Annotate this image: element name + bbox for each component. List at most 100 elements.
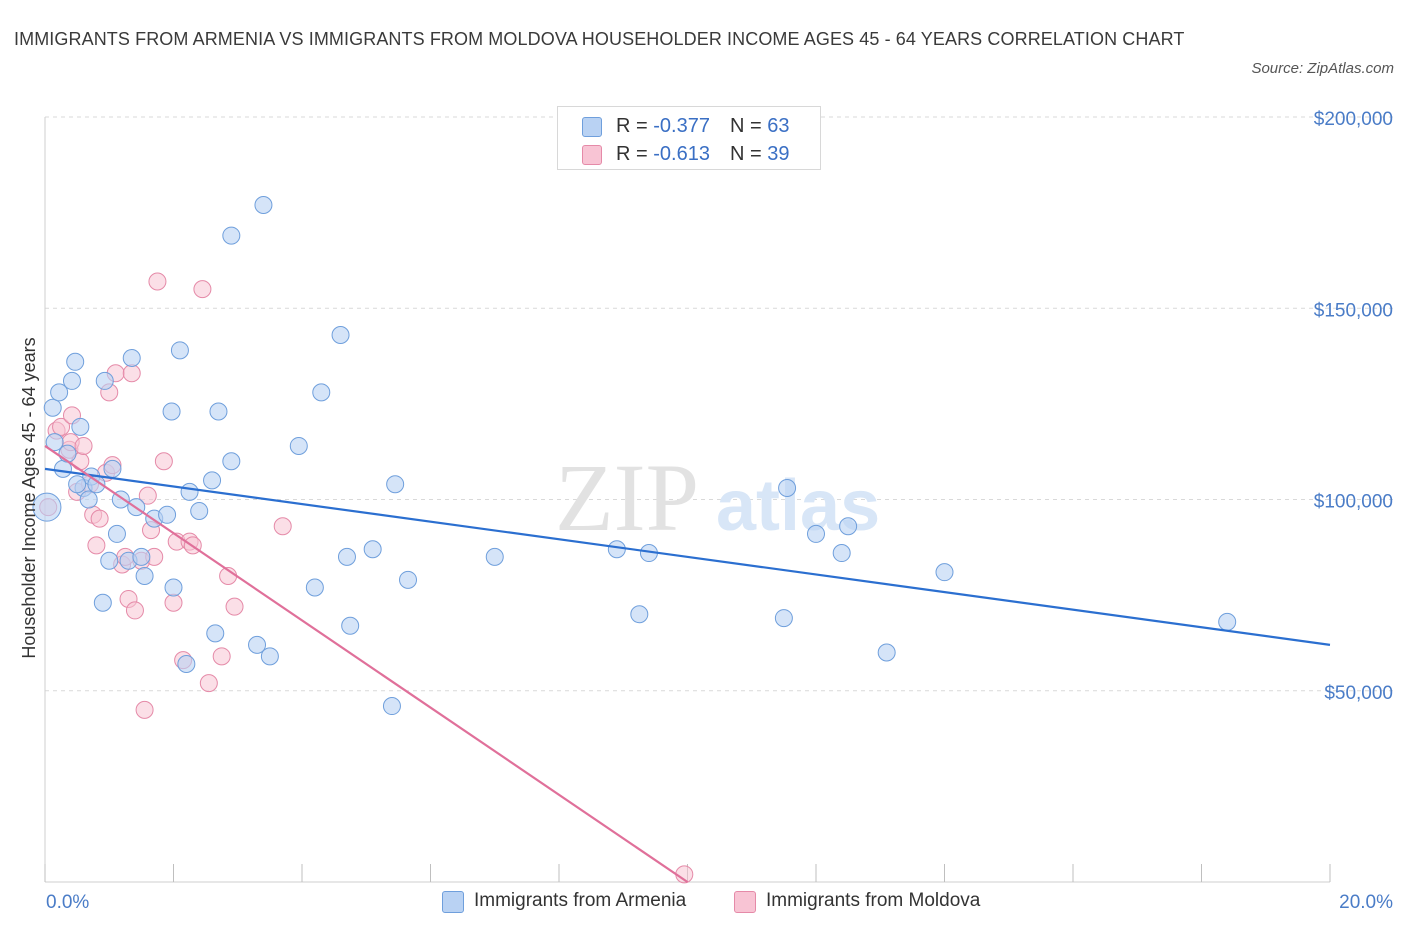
- armenia-point: [170, 341, 189, 360]
- x-tick-label-max: 20.0%: [1339, 892, 1393, 913]
- moldova-point: [225, 597, 244, 616]
- armenia-point: [305, 578, 324, 597]
- armenia-point: [103, 459, 122, 478]
- moldova-point: [193, 280, 212, 299]
- moldova-point: [90, 509, 109, 528]
- armenia-point: [630, 605, 649, 624]
- armenia-point: [58, 444, 77, 463]
- moldova-swatch: [582, 145, 602, 165]
- x-tick-label-min: 0.0%: [46, 892, 89, 913]
- moldova-point: [74, 436, 93, 455]
- legend-armenia-stats: R = -0.377 N = 63: [616, 115, 789, 138]
- moldova-point: [212, 647, 231, 666]
- y-tick-label: $50,000: [1324, 683, 1393, 704]
- armenia-point: [399, 570, 418, 589]
- moldova-n-label: N =: [729, 143, 768, 165]
- armenia-point: [222, 226, 241, 245]
- armenia-point: [122, 348, 141, 367]
- armenia-point: [607, 540, 626, 559]
- legend-moldova-stats: R = -0.613 N = 39: [616, 143, 789, 166]
- armenia-point: [43, 398, 62, 417]
- y-tick-labels: $50,000 $100,000 $150,000 $200,000: [1314, 109, 1393, 704]
- moldova-point: [154, 452, 173, 471]
- armenia-point: [203, 471, 222, 490]
- moldova-point: [122, 364, 141, 383]
- armenia-point: [32, 492, 62, 522]
- moldova-r-label: R =: [616, 143, 654, 165]
- armenia-point: [222, 452, 241, 471]
- armenia-point: [71, 417, 90, 436]
- moldova-n-value: 39: [767, 143, 790, 165]
- moldova-point: [135, 700, 154, 719]
- armenia-points: [32, 195, 1237, 716]
- armenia-point: [190, 501, 209, 520]
- moldova-point: [138, 486, 157, 505]
- armenia-point: [1218, 612, 1237, 631]
- armenia-point: [386, 475, 405, 494]
- moldova-point: [273, 517, 292, 536]
- armenia-point: [254, 195, 273, 214]
- bottom-moldova-swatch: [734, 891, 756, 913]
- y-tick-label: $200,000: [1314, 109, 1393, 130]
- armenia-point: [485, 547, 504, 566]
- armenia-point: [50, 383, 69, 402]
- armenia-point: [177, 654, 196, 673]
- armenia-point: [774, 609, 793, 628]
- armenia-point: [341, 616, 360, 635]
- y-tick-label: $150,000: [1314, 300, 1393, 321]
- armenia-point: [180, 482, 199, 501]
- bottom-armenia-swatch: [442, 891, 464, 913]
- watermark-atlas: atlas: [716, 466, 880, 546]
- armenia-point: [363, 540, 382, 559]
- armenia-point: [135, 567, 154, 585]
- armenia-point: [337, 547, 356, 566]
- source-label: Source: ZipAtlas.com: [1251, 60, 1394, 77]
- armenia-r-label: R =: [616, 115, 654, 137]
- armenia-point: [66, 352, 85, 371]
- armenia-point: [382, 697, 401, 716]
- moldova-point: [87, 536, 106, 555]
- armenia-n-label: N =: [729, 115, 768, 137]
- armenia-point: [68, 475, 87, 494]
- grid-layer: [45, 116, 1395, 692]
- moldova-point: [52, 417, 71, 436]
- armenia-n-value: 63: [767, 115, 790, 137]
- armenia-point: [45, 433, 64, 452]
- armenia-point: [260, 647, 279, 666]
- armenia-point: [807, 524, 825, 543]
- bottom-armenia-label: Immigrants from Armenia: [474, 890, 687, 911]
- moldova-r-value: -0.613: [653, 143, 710, 165]
- armenia-point: [312, 383, 331, 402]
- moldova-point: [164, 593, 183, 612]
- armenia-point: [158, 505, 177, 524]
- armenia-point: [132, 547, 151, 566]
- moldova-point: [199, 674, 218, 693]
- armenia-point: [248, 635, 267, 654]
- armenia-point: [778, 479, 797, 498]
- armenia-point: [209, 402, 228, 421]
- moldova-trend-line: [44, 445, 689, 883]
- armenia-point: [62, 371, 81, 390]
- moldova-point: [148, 272, 167, 291]
- y-tick-label: $100,000: [1314, 492, 1393, 513]
- armenia-point: [100, 551, 119, 570]
- armenia-point: [935, 563, 954, 582]
- watermark-zip: ZIP: [555, 444, 699, 551]
- armenia-point: [839, 517, 858, 536]
- armenia-r-value: -0.377: [653, 115, 710, 137]
- armenia-point: [206, 624, 225, 643]
- trend-layer: [44, 445, 1331, 883]
- y-axis-label: Householder Income Ages 45 - 64 years: [19, 337, 39, 658]
- armenia-point: [832, 544, 851, 563]
- armenia-swatch: [582, 117, 602, 137]
- armenia-point: [162, 402, 181, 421]
- stats-legend: R = -0.377 N = 63 R = -0.613 N = 39: [557, 106, 821, 170]
- armenia-point: [331, 326, 350, 345]
- armenia-point: [289, 436, 308, 455]
- chart-title: IMMIGRANTS FROM ARMENIA VS IMMIGRANTS FR…: [14, 29, 1185, 49]
- armenia-point: [95, 371, 114, 390]
- armenia-point: [877, 643, 896, 662]
- bottom-moldova-label: Immigrants from Moldova: [766, 890, 981, 911]
- armenia-point: [93, 593, 112, 612]
